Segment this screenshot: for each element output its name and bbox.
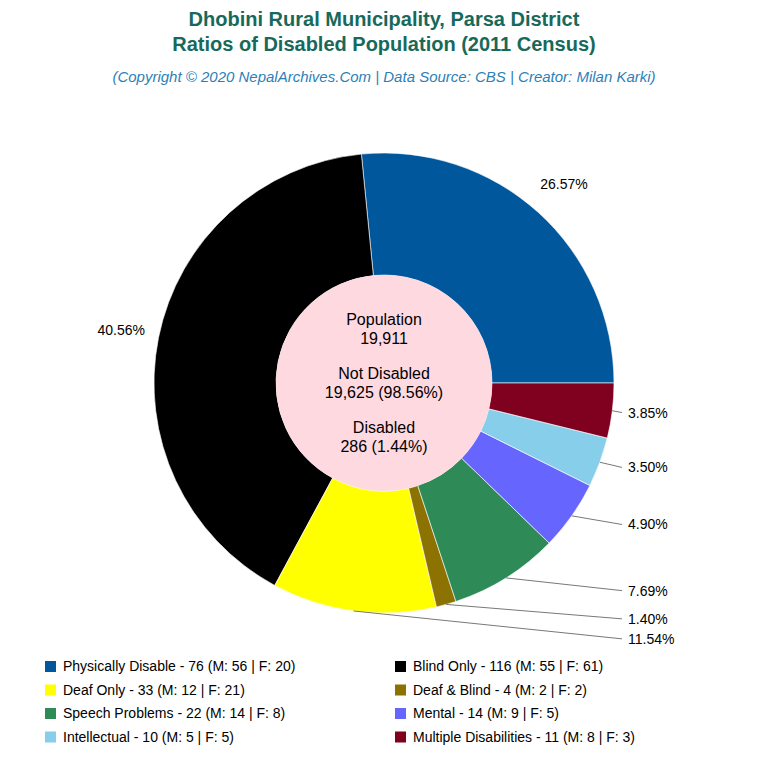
data-label: 26.57% — [540, 176, 587, 192]
center-text: 286 (1.44%) — [340, 438, 427, 455]
title: Dhobini Rural Municipality, Parsa Distri… — [189, 8, 580, 30]
leader-line — [612, 411, 622, 413]
legend-label: Physically Disable - 76 (M: 56 | F: 20) — [63, 658, 295, 674]
legend-label: Mental - 14 (M: 9 | F: 5) — [413, 705, 559, 721]
legend-label: Deaf & Blind - 4 (M: 2 | F: 2) — [413, 682, 587, 698]
legend-label: Speech Problems - 22 (M: 14 | F: 8) — [63, 705, 285, 721]
data-label: 4.90% — [628, 516, 668, 532]
leader-line — [354, 611, 622, 639]
center-circle — [276, 275, 492, 491]
title: Ratios of Disabled Population (2011 Cens… — [172, 33, 595, 55]
data-label: 1.40% — [628, 611, 668, 627]
chart: Dhobini Rural Municipality, Parsa Distri… — [0, 0, 768, 768]
center-text: Disabled — [353, 419, 415, 436]
center-text: 19,625 (98.56%) — [325, 384, 443, 401]
legend-swatch — [395, 685, 406, 696]
slices — [154, 153, 614, 613]
center-text: Population — [346, 311, 422, 328]
legend-label: Intellectual - 10 (M: 5 | F: 5) — [63, 729, 234, 745]
legend-label: Multiple Disabilities - 11 (M: 8 | F: 3) — [413, 729, 635, 745]
legend-swatch — [395, 661, 406, 672]
subtitle: (Copyright © 2020 NepalArchives.Com | Da… — [112, 68, 655, 85]
leader-line — [572, 516, 622, 525]
legend-swatch — [395, 708, 406, 719]
leader-line — [446, 604, 622, 618]
center-text: 19,911 — [360, 330, 408, 347]
slice — [489, 383, 614, 438]
legend-swatch — [45, 661, 56, 672]
data-label: 3.85% — [628, 405, 668, 421]
legend: Physically Disable - 76 (M: 56 | F: 20) B… — [45, 658, 635, 745]
legend-swatch — [395, 732, 406, 743]
data-label: 3.50% — [628, 459, 668, 475]
data-label: 11.54% — [628, 631, 674, 647]
legend-swatch — [45, 685, 56, 696]
legend-label: Deaf Only - 33 (M: 12 | F: 21) — [63, 682, 245, 698]
legend-swatch — [45, 708, 56, 719]
data-label: 7.69% — [628, 583, 668, 599]
data-label: 40.56% — [98, 322, 145, 338]
leader-line — [506, 578, 622, 591]
legend-swatch — [45, 732, 56, 743]
legend-label: Blind Only - 116 (M: 55 | F: 61) — [413, 658, 603, 674]
center-text: Not Disabled — [338, 365, 430, 382]
leader-line — [600, 462, 622, 467]
